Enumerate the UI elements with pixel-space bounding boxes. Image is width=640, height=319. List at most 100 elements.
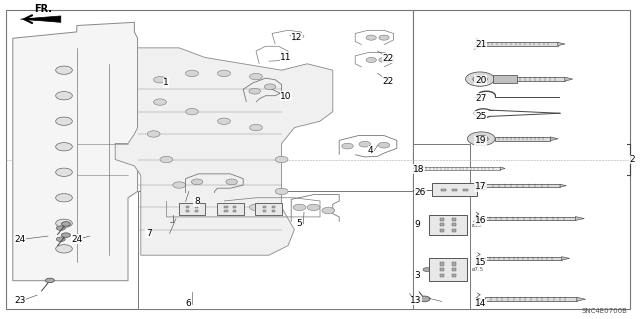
Bar: [413, 10, 630, 309]
Bar: [271, 210, 275, 212]
Circle shape: [61, 233, 70, 237]
Bar: [432, 183, 477, 196]
Circle shape: [307, 204, 320, 211]
Bar: [419, 167, 500, 170]
Circle shape: [504, 78, 508, 80]
Text: 3: 3: [415, 271, 420, 280]
Circle shape: [186, 108, 198, 115]
Text: FR.: FR.: [35, 4, 52, 14]
Polygon shape: [558, 42, 565, 46]
Bar: [452, 189, 457, 191]
Circle shape: [293, 204, 306, 211]
Circle shape: [250, 73, 262, 80]
Circle shape: [359, 141, 371, 147]
Text: 22: 22: [383, 77, 394, 86]
Circle shape: [423, 268, 431, 271]
Bar: [440, 263, 444, 265]
Bar: [452, 263, 456, 265]
Bar: [6, 10, 413, 309]
Text: 17: 17: [475, 182, 486, 191]
Circle shape: [474, 135, 488, 142]
Text: 18: 18: [413, 165, 424, 174]
Circle shape: [366, 57, 376, 63]
Bar: [493, 75, 517, 83]
Circle shape: [56, 237, 65, 241]
Polygon shape: [575, 217, 584, 220]
Text: 6: 6: [186, 299, 191, 308]
Circle shape: [56, 226, 65, 230]
Polygon shape: [115, 48, 333, 255]
Text: 16: 16: [475, 216, 486, 225]
Circle shape: [186, 204, 198, 211]
Circle shape: [56, 117, 72, 125]
Bar: [179, 203, 205, 215]
Bar: [485, 256, 562, 260]
Circle shape: [154, 99, 166, 105]
Circle shape: [322, 207, 335, 214]
Text: 24: 24: [72, 235, 83, 244]
Text: 12: 12: [291, 33, 303, 42]
Bar: [440, 218, 444, 221]
Text: 5: 5: [296, 219, 302, 228]
Circle shape: [494, 78, 498, 80]
Bar: [452, 229, 456, 232]
Circle shape: [186, 70, 198, 77]
Circle shape: [160, 156, 173, 163]
Circle shape: [56, 194, 72, 202]
Circle shape: [501, 78, 504, 80]
Circle shape: [507, 78, 511, 80]
Text: 26: 26: [415, 188, 426, 197]
Text: 23: 23: [14, 296, 26, 305]
Polygon shape: [564, 77, 573, 81]
Circle shape: [56, 143, 72, 151]
Text: ø7.5: ø7.5: [472, 267, 484, 272]
Bar: [463, 189, 468, 191]
Text: 1: 1: [163, 78, 169, 87]
Bar: [271, 206, 275, 208]
Text: 19: 19: [475, 137, 486, 145]
Bar: [217, 203, 244, 215]
Bar: [224, 210, 228, 212]
Bar: [495, 137, 550, 141]
Bar: [452, 223, 456, 226]
Bar: [186, 210, 189, 212]
Bar: [413, 144, 470, 309]
Text: 22: 22: [383, 54, 394, 63]
Circle shape: [419, 296, 430, 302]
Text: 8: 8: [194, 197, 200, 206]
Bar: [429, 215, 467, 235]
Circle shape: [56, 66, 72, 74]
Circle shape: [218, 118, 230, 124]
Circle shape: [56, 92, 72, 100]
Text: ø10: ø10: [472, 222, 482, 227]
Text: SNC4E0700B: SNC4E0700B: [581, 308, 627, 314]
Circle shape: [366, 35, 376, 40]
Text: 10: 10: [280, 92, 292, 101]
Bar: [452, 274, 456, 277]
Circle shape: [226, 179, 237, 185]
Bar: [494, 77, 564, 81]
Circle shape: [498, 78, 501, 80]
Bar: [440, 229, 444, 232]
Circle shape: [218, 204, 230, 211]
Circle shape: [511, 78, 514, 80]
Bar: [195, 210, 198, 212]
Text: 21: 21: [475, 40, 486, 48]
Polygon shape: [560, 184, 566, 187]
Bar: [262, 210, 266, 212]
Text: 9: 9: [415, 220, 420, 229]
Bar: [415, 166, 419, 171]
Circle shape: [264, 84, 276, 90]
Circle shape: [473, 76, 487, 83]
Bar: [233, 206, 237, 208]
Bar: [452, 268, 456, 271]
Bar: [484, 217, 575, 220]
Polygon shape: [500, 167, 505, 170]
Text: 20: 20: [475, 76, 486, 85]
Circle shape: [467, 132, 495, 146]
Polygon shape: [550, 137, 558, 141]
Circle shape: [61, 222, 70, 226]
Circle shape: [147, 131, 160, 137]
Bar: [440, 223, 444, 226]
Circle shape: [379, 57, 389, 63]
